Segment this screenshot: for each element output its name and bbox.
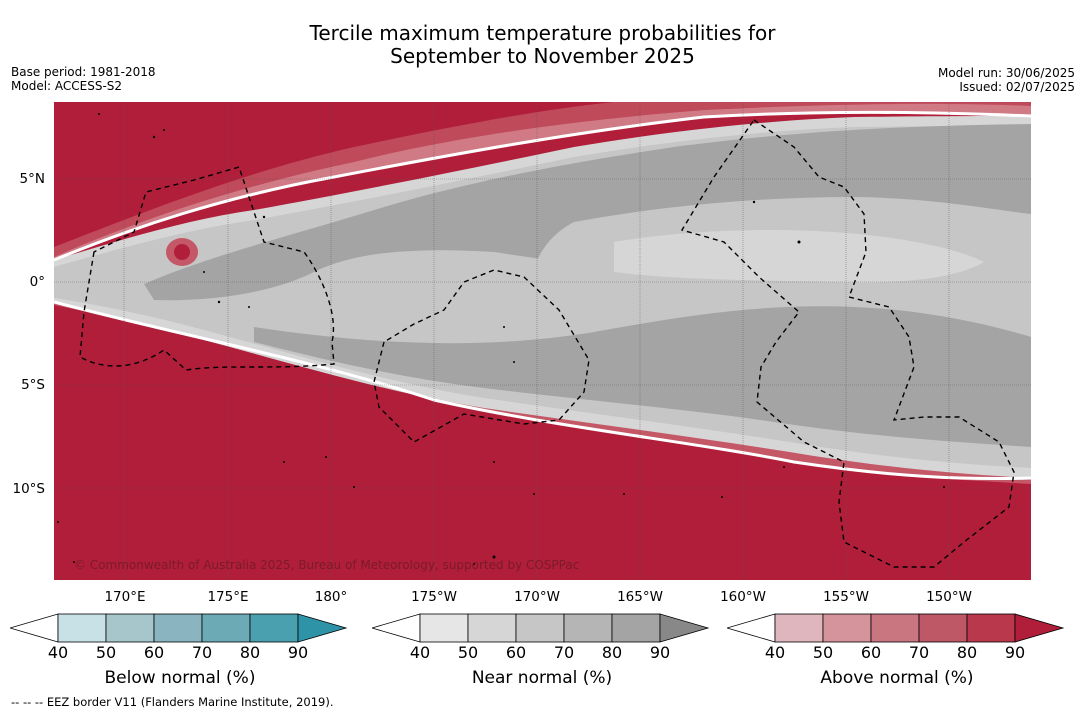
lon-tick: 150°W bbox=[926, 589, 972, 605]
colorbar-extend-high bbox=[659, 613, 710, 643]
title-line-2: September to November 2025 bbox=[390, 44, 695, 68]
lat-tick-5s: 5°S bbox=[21, 377, 45, 393]
colorbar-tick-label: 50 bbox=[812, 643, 834, 662]
colorbar-title-above: Above normal (%) bbox=[820, 668, 974, 688]
colorbar-tick-label: 90 bbox=[287, 643, 309, 662]
colorbar-extend-low bbox=[372, 613, 421, 643]
meta-left: Base period: 1981-2018 Model: ACCESS-S2 bbox=[11, 65, 156, 93]
islands bbox=[57, 113, 945, 565]
colorbar-segment bbox=[201, 613, 251, 643]
colorbar-segment bbox=[822, 613, 872, 643]
colorbar-extend-high bbox=[1014, 613, 1065, 643]
lon-tick: 175°E bbox=[207, 589, 249, 605]
colorbar-segment bbox=[966, 613, 1016, 643]
colorbar-segment bbox=[467, 613, 517, 643]
colorbar-segment bbox=[419, 613, 469, 643]
colorbar-segment bbox=[918, 613, 968, 643]
colorbar-segment bbox=[870, 613, 920, 643]
probability-map bbox=[54, 102, 1031, 580]
colorbar-segment bbox=[563, 613, 613, 643]
colorbar-extend-high bbox=[297, 613, 348, 643]
colorbar-tick-label: 60 bbox=[505, 643, 527, 662]
title-line-1: Tercile maximum temperature probabilitie… bbox=[309, 21, 776, 45]
colorbar-tick-label: 40 bbox=[409, 643, 431, 662]
lat-tick-0: 0° bbox=[29, 274, 45, 290]
colorbar-tick-label: 70 bbox=[908, 643, 930, 662]
colorbar-title-near: Near normal (%) bbox=[471, 668, 613, 688]
colorbar-tick-label: 80 bbox=[601, 643, 623, 662]
colorbar-tick-label: 90 bbox=[649, 643, 671, 662]
colorbar-tick-label: 60 bbox=[143, 643, 165, 662]
colorbar-tick-label: 80 bbox=[956, 643, 978, 662]
colorbar-title-below: Below normal (%) bbox=[104, 668, 256, 688]
lon-tick: 165°W bbox=[617, 589, 663, 605]
colorbar-tick-label: 50 bbox=[95, 643, 117, 662]
colorbar-tick-label: 40 bbox=[47, 643, 69, 662]
colorbar-near-normal bbox=[372, 613, 710, 643]
colorbar-below-normal bbox=[10, 613, 348, 643]
lon-tick: 160°W bbox=[720, 589, 766, 605]
lon-tick: 175°W bbox=[411, 589, 457, 605]
colorbar-extend-low bbox=[727, 613, 776, 643]
colorbar-tick-label: 40 bbox=[764, 643, 786, 662]
model-name: Model: ACCESS-S2 bbox=[11, 79, 123, 93]
colorbar-segment bbox=[515, 613, 565, 643]
graticule bbox=[54, 102, 1031, 580]
eez-borders bbox=[79, 119, 1015, 568]
colorbar-segment bbox=[57, 613, 107, 643]
colorbar-tick-label: 80 bbox=[239, 643, 261, 662]
lon-tick: 170°W bbox=[514, 589, 560, 605]
colorbar-extend-low bbox=[10, 613, 59, 643]
colorbar-segment bbox=[105, 613, 155, 643]
colorbar-tick-label: 70 bbox=[553, 643, 575, 662]
model-run: Model run: 30/06/2025 bbox=[937, 66, 1075, 80]
eez-footnote: -- -- -- EEZ border V11 (Flanders Marine… bbox=[11, 695, 334, 709]
meta-right: Model run: 30/06/2025 Issued: 02/07/2025 bbox=[938, 66, 1075, 94]
colorbar-tick-label: 90 bbox=[1004, 643, 1026, 662]
map-title: Tercile maximum temperature probabilitie… bbox=[0, 22, 1085, 68]
lon-tick: 170°E bbox=[104, 589, 146, 605]
lon-tick: 155°W bbox=[823, 589, 869, 605]
colorbar-above-normal bbox=[727, 613, 1065, 643]
lat-tick-10s: 10°S bbox=[12, 481, 46, 497]
colorbar-segment bbox=[153, 613, 203, 643]
lat-tick-5n: 5°N bbox=[19, 171, 45, 187]
colorbar-tick-label: 70 bbox=[191, 643, 213, 662]
colorbar-tick-label: 60 bbox=[860, 643, 882, 662]
colorbar-segment bbox=[249, 613, 299, 643]
lon-tick: 180° bbox=[314, 589, 348, 605]
issued-date: Issued: 02/07/2025 bbox=[959, 80, 1075, 94]
colorbar-segment bbox=[611, 613, 661, 643]
colorbar-tick-label: 50 bbox=[457, 643, 479, 662]
base-period: Base period: 1981-2018 bbox=[11, 65, 156, 79]
copyright-notice: © Commonwealth of Australia 2025, Bureau… bbox=[74, 558, 580, 572]
colorbar-segment bbox=[774, 613, 824, 643]
